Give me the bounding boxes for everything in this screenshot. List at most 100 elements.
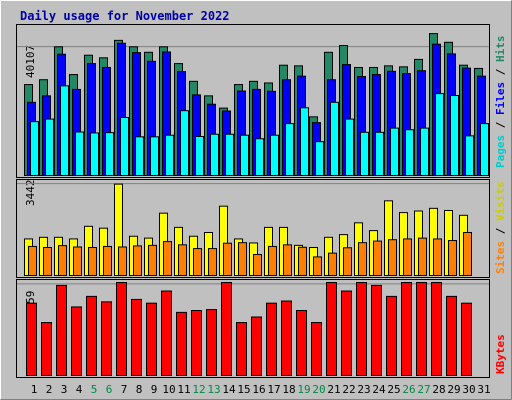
bar-pages-day-18 <box>285 123 294 176</box>
bar-sites-day-25 <box>388 239 397 277</box>
bar-kbytes-day-30 <box>461 302 472 376</box>
bar-kbytes-day-3 <box>56 284 67 376</box>
bar-kbytes-day-6 <box>101 301 112 377</box>
chart-marks <box>17 33 489 377</box>
bar-pages-day-6 <box>105 132 114 176</box>
xtick-day-11: 11 <box>177 383 190 396</box>
bar-kbytes-day-12 <box>191 310 202 376</box>
bar-pages-day-31 <box>480 123 489 176</box>
legend-sep-2: / <box>494 62 507 82</box>
bar-sites-day-1 <box>28 245 37 276</box>
bar-kbytes-day-11 <box>176 311 187 376</box>
bar-pages-day-13 <box>210 133 219 176</box>
xtick-day-27: 27 <box>417 383 430 396</box>
bar-sites-day-14 <box>223 242 232 276</box>
xtick-day-16: 16 <box>252 383 265 396</box>
bar-sites-day-9 <box>148 244 157 276</box>
xtick-day-13: 13 <box>207 383 220 396</box>
xtick-day-4: 4 <box>76 383 83 396</box>
bar-pages-day-24 <box>375 131 384 177</box>
bar-sites-day-7 <box>118 246 127 276</box>
bar-sites-day-6 <box>103 245 112 276</box>
bar-pages-day-29 <box>450 95 459 176</box>
bar-pages-day-14 <box>225 133 234 176</box>
ytick-label-hits: 40107 <box>24 45 37 78</box>
bar-kbytes-day-10 <box>161 290 172 376</box>
bar-pages-day-10 <box>165 134 174 176</box>
bar-pages-day-23 <box>360 131 369 177</box>
legend-sep-3: / <box>494 221 507 241</box>
bar-pages-day-16 <box>255 138 264 177</box>
bar-pages-day-17 <box>270 134 279 176</box>
bar-kbytes-day-22 <box>341 290 352 376</box>
bar-sites-day-28 <box>433 238 442 277</box>
bar-kbytes-day-14 <box>221 282 232 376</box>
bar-sites-day-20 <box>313 256 322 277</box>
legend-kbytes: KBytes <box>494 334 507 374</box>
xtick-day-20: 20 <box>312 383 325 396</box>
bar-sites-day-18 <box>283 244 292 276</box>
xtick-day-10: 10 <box>162 383 175 396</box>
bar-kbytes-day-9 <box>146 302 157 376</box>
bar-pages-day-25 <box>390 127 399 176</box>
legend-visits-label: Visits <box>494 181 507 221</box>
bar-kbytes-day-24 <box>371 284 382 376</box>
bar-kbytes-day-17 <box>266 302 277 376</box>
xtick-day-5: 5 <box>91 383 98 396</box>
xtick-day-30: 30 <box>462 383 475 396</box>
bar-kbytes-day-1 <box>26 302 37 376</box>
bar-kbytes-day-19 <box>296 310 307 376</box>
bar-kbytes-day-13 <box>206 309 217 377</box>
bar-sites-day-13 <box>208 248 217 276</box>
xtick-day-24: 24 <box>372 383 386 396</box>
xtick-day-26: 26 <box>402 383 415 396</box>
xtick-day-2: 2 <box>46 383 53 396</box>
bar-kbytes-day-29 <box>446 295 457 376</box>
bar-kbytes-day-27 <box>416 282 427 376</box>
ytick-label-visits: 3442 <box>24 180 37 207</box>
bar-sites-day-26 <box>403 238 412 277</box>
xtick-day-7: 7 <box>121 383 128 396</box>
bar-pages-day-11 <box>180 110 189 176</box>
xtick-day-17: 17 <box>267 383 280 396</box>
bar-kbytes-day-21 <box>326 282 337 376</box>
bar-sites-day-23 <box>358 242 367 277</box>
xtick-day-14: 14 <box>222 383 236 396</box>
legend-hits-label: Hits <box>494 36 507 63</box>
bar-sites-day-27 <box>418 237 427 277</box>
bar-kbytes-day-20 <box>311 322 322 376</box>
bar-pages-day-7 <box>120 116 129 176</box>
bar-sites-day-19 <box>298 246 307 276</box>
bar-pages-day-5 <box>90 132 99 176</box>
xtick-day-31: 31 <box>477 383 490 396</box>
bar-sites-day-29 <box>448 240 457 277</box>
legend-kbytes-label: KBytes <box>494 334 507 374</box>
bar-sites-day-8 <box>133 245 142 277</box>
xtick-day-28: 28 <box>432 383 445 396</box>
bar-sites-day-11 <box>178 244 187 276</box>
bar-pages-day-27 <box>420 127 429 176</box>
xtick-day-8: 8 <box>136 383 143 396</box>
bar-pages-day-4 <box>75 131 84 176</box>
bar-pages-day-19 <box>300 107 309 176</box>
xtick-day-23: 23 <box>357 383 370 396</box>
legend-hits-files-pages: Pages / Files / Hits <box>494 36 507 169</box>
xtick-day-25: 25 <box>387 383 400 396</box>
bar-sites-day-5 <box>88 247 97 277</box>
bar-pages-day-30 <box>465 135 474 177</box>
xtick-day-6: 6 <box>106 383 113 396</box>
bar-kbytes-day-7 <box>116 282 127 376</box>
legend-pages-label: Pages <box>494 135 507 168</box>
bar-kbytes-day-28 <box>431 282 442 376</box>
bar-sites-day-12 <box>193 248 202 276</box>
bar-sites-day-17 <box>268 245 277 276</box>
x-tick-labels: 1 2 3 4 5 6 7 8 9 10 11 12 13 14 15 16 17 18 19 20 21 22 23 24 2… <box>31 383 491 396</box>
bar-sites-day-21 <box>328 252 337 276</box>
bar-sites-day-22 <box>343 247 352 276</box>
xtick-day-18: 18 <box>282 383 295 396</box>
bar-sites-day-10 <box>163 241 172 276</box>
xtick-day-1: 1 <box>31 383 38 396</box>
xtick-day-21: 21 <box>327 383 340 396</box>
bar-kbytes-day-25 <box>386 295 397 376</box>
